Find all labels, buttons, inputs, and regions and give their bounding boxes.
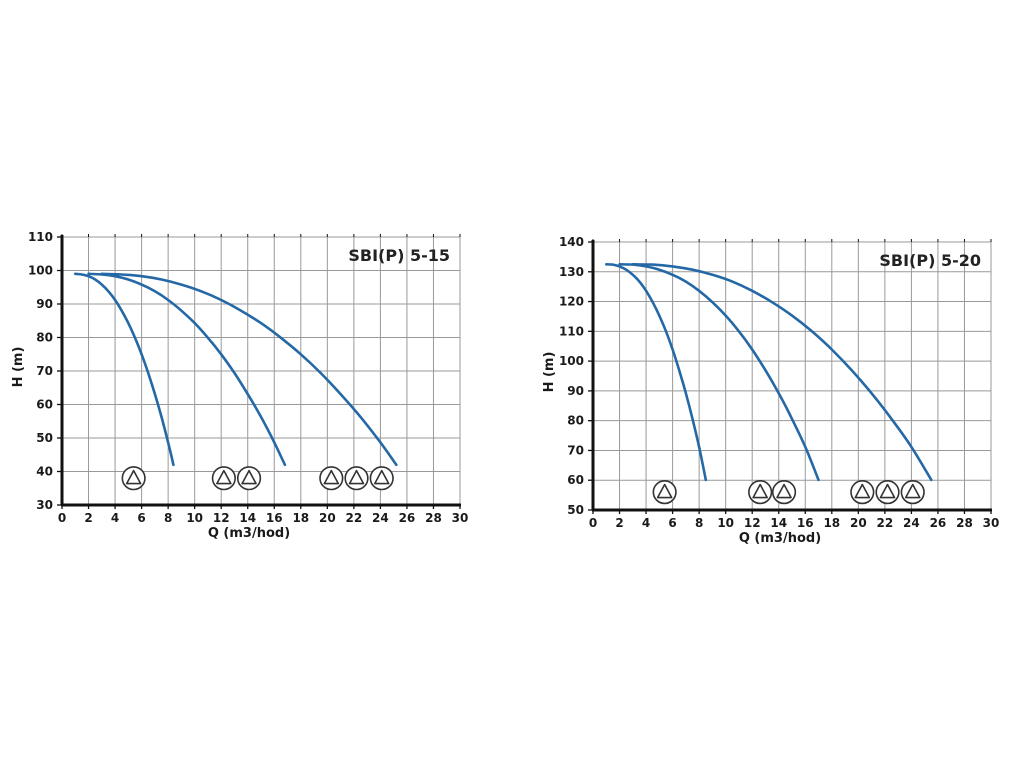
pump-icon (850, 480, 875, 505)
x-tick-label: 22 (877, 516, 894, 530)
x-tick-label: 4 (642, 516, 650, 530)
pump-icon (319, 466, 344, 491)
x-tick-label: 26 (930, 516, 947, 530)
x-tick-label: 6 (668, 516, 676, 530)
y-tick-label: 80 (567, 414, 584, 428)
pump-icon (875, 480, 900, 505)
tick-labels: 0 2 4 6 8 10 12 14 16 18 20 22 24 26 28 305060708090100… (559, 235, 999, 530)
y-tick-label: 60 (567, 473, 584, 487)
pump-curves (604, 263, 933, 482)
y-tick-label: 140 (559, 235, 584, 249)
pump-icon (369, 466, 394, 491)
pump-icon (236, 466, 262, 491)
y-tick-label: 70 (36, 364, 53, 378)
y-tick-label: 80 (36, 331, 53, 345)
x-tick-label: 28 (956, 516, 973, 530)
y-tick-label: 110 (28, 230, 53, 244)
x-tick-label: 10 (186, 511, 203, 525)
axes (60, 235, 461, 507)
x-tick-label: 8 (695, 516, 703, 530)
curve-1-pump (604, 263, 708, 482)
x-tick-label: 6 (137, 511, 145, 525)
y-tick-label: 90 (567, 384, 584, 398)
x-tick-label: 28 (425, 511, 442, 525)
pump-count-markers (652, 480, 925, 505)
curve-2-pumps (87, 272, 287, 467)
chart-title: SBI(P) 5-15 (348, 246, 450, 265)
chart-title: SBI(P) 5-20 (879, 251, 981, 270)
x-tick-label: 14 (770, 516, 787, 530)
x-tick-label: 4 (111, 511, 119, 525)
curve-3-pumps (631, 263, 933, 482)
y-axis-label: H (m) (542, 352, 557, 393)
pump-curve-chart-sbip-5-15: 0 2 4 6 8 10 12 14 16 18 20 22 24 26 28 30 30 40 50 60 70 80 9… (8, 218, 478, 548)
tick-marks (588, 239, 992, 514)
x-tick-label: 18 (292, 511, 309, 525)
x-tick-label: 24 (372, 511, 389, 525)
y-tick-label: 70 (567, 443, 584, 457)
pump-icon (121, 466, 146, 491)
chart-canvas-sbip-5-15: 0 2 4 6 8 10 12 14 16 18 20 22 24 26 28 303040506070809… (11, 230, 468, 541)
pump-icon (344, 466, 369, 491)
x-tick-label: 12 (744, 516, 761, 530)
x-tick-label: 20 (319, 511, 336, 525)
y-tick-label: 100 (559, 354, 584, 368)
x-tick-label: 16 (266, 511, 283, 525)
x-tick-label: 14 (239, 511, 256, 525)
x-tick-label: 22 (346, 511, 363, 525)
curve-3-pumps (100, 272, 398, 467)
tick-labels: 0 2 4 6 8 10 12 14 16 18 20 22 24 26 28 303040506070809… (28, 230, 468, 525)
x-tick-label: 30 (452, 511, 469, 525)
pump-curve-chart-sbip-5-20: 0 2 4 6 8 10 12 14 16 18 20 22 24 26 28 30 50 60 70 80 90 100… (539, 223, 1009, 553)
curve-2-pumps (618, 263, 820, 482)
pump-icon (900, 480, 925, 505)
y-tick-label: 120 (559, 295, 584, 309)
x-tick-label: 20 (850, 516, 867, 530)
x-tick-label: 2 (84, 511, 92, 525)
x-axis-label: Q (m3/hod) (739, 531, 821, 546)
x-tick-label: 10 (717, 516, 734, 530)
pump-icon (748, 480, 773, 505)
x-tick-label: 12 (213, 511, 230, 525)
y-tick-label: 110 (559, 324, 584, 338)
y-tick-label: 50 (36, 431, 53, 445)
x-tick-label: 0 (589, 516, 597, 530)
pump-icon (771, 480, 797, 505)
curve-1-pump (73, 272, 175, 467)
pump-curves (73, 272, 398, 467)
pump-icon (211, 466, 236, 491)
axes (591, 240, 992, 512)
chart-canvas-sbip-5-20: 0 2 4 6 8 10 12 14 16 18 20 22 24 26 28 305060708090100… (542, 235, 999, 546)
x-tick-label: 2 (615, 516, 623, 530)
grid (62, 236, 461, 505)
y-tick-label: 130 (559, 265, 584, 279)
y-tick-label: 60 (36, 398, 53, 412)
y-tick-label: 100 (28, 264, 53, 278)
grid (593, 241, 992, 510)
pump-icon (652, 480, 677, 505)
pump-count-markers (121, 466, 394, 491)
x-tick-label: 26 (399, 511, 416, 525)
x-tick-label: 8 (164, 511, 172, 525)
x-tick-label: 30 (983, 516, 1000, 530)
y-tick-label: 30 (36, 498, 53, 512)
x-tick-label: 0 (58, 511, 66, 525)
x-tick-label: 18 (823, 516, 840, 530)
y-axis-label: H (m) (11, 347, 26, 388)
x-tick-label: 24 (903, 516, 920, 530)
tick-marks (57, 234, 461, 509)
x-tick-label: 16 (797, 516, 814, 530)
y-tick-label: 50 (567, 503, 584, 517)
x-axis-label: Q (m3/hod) (208, 526, 290, 541)
y-tick-label: 40 (36, 465, 53, 479)
y-tick-label: 90 (36, 297, 53, 311)
